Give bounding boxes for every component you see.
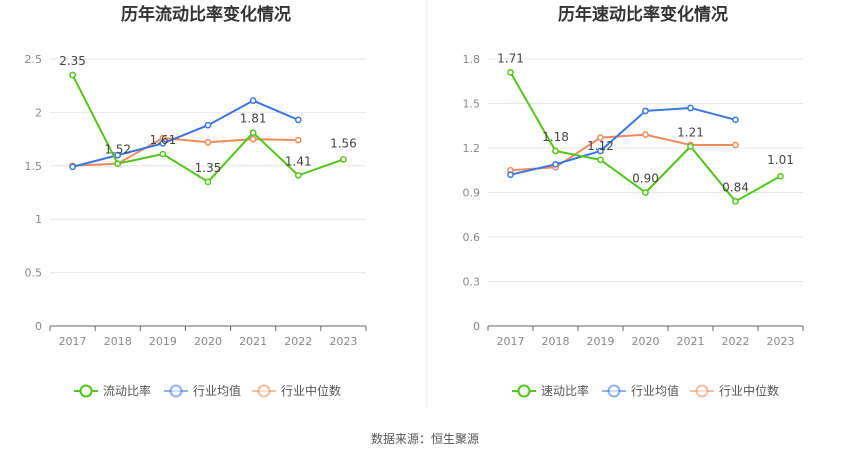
x-tick-label: 2018: [542, 335, 570, 348]
series-line: [72, 99, 299, 168]
data-label: 1.81: [240, 112, 267, 126]
data-label: 2.35: [59, 54, 86, 68]
data-point[interactable]: [552, 147, 559, 155]
y-tick-label: 1.5: [25, 160, 43, 173]
data-label: 1.18: [542, 130, 569, 144]
y-tick-label: 1: [35, 213, 42, 226]
x-tick-label: 2021: [239, 335, 267, 348]
x-tick-label: 2023: [329, 335, 357, 348]
data-point[interactable]: [597, 156, 604, 164]
x-tick-label: 2018: [104, 335, 132, 348]
data-point[interactable]: [249, 129, 257, 137]
series-line: [510, 133, 736, 172]
data-point[interactable]: [114, 151, 122, 159]
data-point[interactable]: [204, 138, 212, 146]
legend-label[interactable]: 速动比率: [541, 383, 589, 398]
y-tick-label: 0.3: [463, 276, 481, 289]
y-tick-label: 0: [473, 320, 480, 333]
x-tick-label: 2022: [722, 335, 750, 348]
y-tick-label: 0.5: [25, 267, 43, 280]
legend-marker[interactable]: [607, 384, 621, 398]
data-point[interactable]: [642, 107, 649, 115]
data-point[interactable]: [69, 71, 76, 79]
legend-label[interactable]: 行业均值: [631, 383, 679, 398]
x-tick-label: 2019: [149, 335, 177, 348]
data-label: 1.56: [330, 136, 357, 150]
legend-marker[interactable]: [257, 384, 271, 398]
x-tick-label: 2022: [284, 335, 312, 348]
data-label: 1.21: [677, 126, 704, 140]
data-label: 1.12: [587, 139, 614, 153]
data-point[interactable]: [114, 160, 122, 168]
data-point[interactable]: [777, 172, 784, 180]
legend-marker[interactable]: [695, 384, 709, 398]
y-tick-label: 0: [35, 320, 42, 333]
series-line: [510, 106, 736, 176]
data-point[interactable]: [340, 156, 347, 163]
x-tick-label: 2019: [587, 335, 615, 348]
data-point[interactable]: [552, 160, 559, 168]
data-point[interactable]: [597, 147, 604, 155]
data-point[interactable]: [687, 143, 694, 150]
data-point[interactable]: [687, 104, 694, 112]
data-point[interactable]: [204, 178, 212, 186]
x-tick-label: 2021: [677, 335, 705, 348]
y-tick-label: 2: [35, 106, 42, 119]
data-point[interactable]: [732, 198, 739, 205]
data-point[interactable]: [294, 136, 302, 144]
x-tick-label: 2023: [767, 335, 795, 348]
data-point[interactable]: [294, 116, 302, 124]
chart-title: 历年速动比率变化情况: [558, 4, 728, 25]
data-label: 1.35: [195, 161, 222, 175]
legend-label[interactable]: 行业中位数: [281, 383, 341, 398]
x-tick-label: 2017: [59, 335, 87, 348]
data-point[interactable]: [507, 171, 514, 179]
data-label: 1.41: [285, 154, 312, 168]
y-tick-label: 1.2: [463, 142, 481, 155]
data-point[interactable]: [294, 172, 302, 179]
y-tick-label: 2.5: [25, 53, 43, 66]
data-label: 1.52: [104, 143, 131, 157]
data-point[interactable]: [732, 116, 739, 124]
source-note: 数据来源：恒生聚源: [371, 431, 479, 446]
data-point[interactable]: [249, 135, 257, 143]
legend-marker[interactable]: [79, 384, 93, 398]
legend-label[interactable]: 行业均值: [193, 383, 241, 398]
data-label: 1.71: [497, 51, 524, 65]
y-tick-label: 1.5: [463, 98, 481, 111]
legend-marker[interactable]: [169, 384, 183, 398]
legend-marker[interactable]: [517, 384, 531, 398]
legend-label[interactable]: 行业中位数: [719, 383, 779, 398]
data-point[interactable]: [204, 121, 212, 129]
y-tick-label: 0.6: [463, 231, 481, 244]
data-point[interactable]: [732, 141, 739, 149]
data-point[interactable]: [159, 150, 167, 158]
x-tick-label: 2017: [497, 335, 525, 348]
data-label: 0.90: [632, 172, 659, 186]
chart-title: 历年流动比率变化情况: [121, 4, 291, 25]
data-point[interactable]: [642, 189, 649, 196]
data-point[interactable]: [159, 140, 167, 147]
data-point[interactable]: [642, 131, 649, 138]
quick-ratio-chart: 历年速动比率变化情况 0 0.3 0.6 0.9 1.2 1.5 1.8 2017 2018 201…: [463, 4, 804, 398]
data-point[interactable]: [597, 134, 604, 141]
data-label: 0.84: [722, 180, 749, 194]
x-tick-label: 2020: [632, 335, 660, 348]
y-tick-label: 0.9: [463, 187, 481, 200]
data-point[interactable]: [69, 163, 76, 171]
data-point[interactable]: [507, 69, 514, 76]
data-label: 1.61: [149, 133, 176, 147]
data-label: 1.01: [767, 153, 794, 167]
legend-label[interactable]: 流动比率: [103, 383, 151, 398]
y-tick-label: 1.8: [463, 53, 481, 66]
data-point[interactable]: [249, 97, 257, 105]
x-tick-label: 2020: [194, 335, 222, 348]
